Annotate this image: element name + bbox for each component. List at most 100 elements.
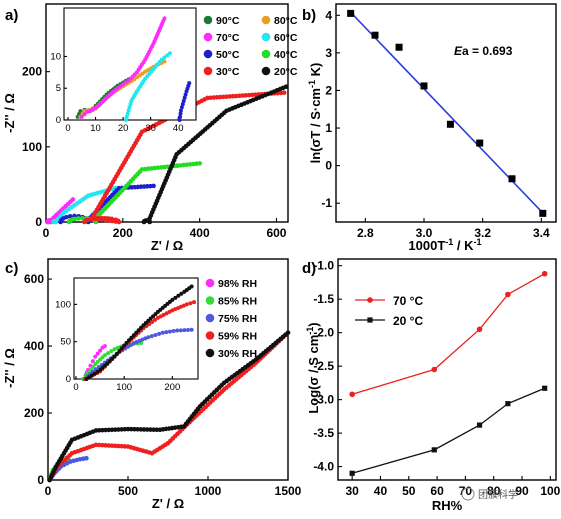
panel-a-inset-ticks: 0 10 20 30 40 0 5 10 <box>50 51 183 134</box>
panel-c-inset-point <box>167 329 172 334</box>
panel-b-point <box>539 209 547 217</box>
panel-a-point <box>281 90 287 96</box>
panel-c-point <box>125 426 131 432</box>
legend-label: 40°C <box>274 49 298 61</box>
legend-label: 20°C <box>274 66 298 78</box>
panel-d-xtick-label: 40 <box>374 484 388 498</box>
legend-marker <box>203 49 213 59</box>
panel-c-xlabel: Z' / Ω <box>152 496 184 511</box>
panel-d-point <box>505 401 511 407</box>
panel-a-inset-xtick-label: 0 <box>65 123 70 134</box>
panel-a-point <box>106 218 112 223</box>
panel-c-inset-point <box>109 349 114 354</box>
panel-b-ylabel: ln(σT / S·cm-1 K) <box>307 63 323 164</box>
panel-a-inset-point <box>165 53 170 58</box>
panel-d-point <box>505 291 511 298</box>
panel-d-point <box>476 422 483 428</box>
panel-c-inset-point <box>152 317 157 322</box>
panel-c-ytick-label: 0 <box>37 473 44 487</box>
panel-d-xlabel: RH% <box>432 498 463 513</box>
panel-c-xtick-label: 1500 <box>275 484 302 498</box>
panel-a-inset-ytick-label: 5 <box>56 83 61 94</box>
panel-c-inset-point <box>98 348 103 353</box>
panel-d-label: d) <box>302 260 316 277</box>
panel-c-inset-point <box>134 330 139 335</box>
panel-d-point <box>541 270 548 277</box>
legend-marker <box>205 296 215 305</box>
panel-d-ytick-label: -2.5 <box>313 359 334 373</box>
panel-a-ylabel: -Z'' / Ω <box>2 93 17 133</box>
legend-label: 70 °C <box>393 294 423 308</box>
wechat-icon <box>461 487 475 501</box>
panel-c-inset-point <box>160 330 165 335</box>
panel-c-inset-point <box>90 359 95 364</box>
panel-a-inset-xtick-label: 30 <box>145 123 156 134</box>
panel-a-inset-point <box>79 114 84 119</box>
panel-c-inset-point <box>157 331 162 336</box>
legend-marker <box>203 66 213 76</box>
panel-a-xtick-label: 600 <box>266 226 286 240</box>
legend-label: 30% RH <box>218 348 257 360</box>
legend-marker <box>261 32 271 42</box>
panel-d: d) 30 40 50 60 70 80 90 100 -4.0 -3.5 -3.0 -2.5 -2.0… <box>302 258 561 513</box>
panel-b-ticks: 2.8 3.0 3.2 3.4 -1 0 1 2 3 4 <box>321 8 550 240</box>
panel-a-inset-point <box>82 112 87 117</box>
watermark: 团簇科学 <box>461 487 518 501</box>
panel-d-point <box>476 326 483 333</box>
panel-b-point <box>508 175 516 183</box>
panel-c-xtick-label: 0 <box>45 484 52 498</box>
panel-c-frame <box>47 258 289 481</box>
panel-a-inset-point <box>127 105 132 110</box>
panel-a-point <box>76 216 81 221</box>
panel-b-label: b) <box>302 7 316 24</box>
panel-a-inset-point <box>125 111 130 116</box>
panel-d-ytick-label: -2.0 <box>313 326 334 340</box>
legend-marker <box>205 313 215 323</box>
panel-a-inset-xtick-label: 20 <box>118 123 129 134</box>
panel-d-xtick-label: 100 <box>540 484 560 498</box>
panel-c-inset-point <box>171 329 176 334</box>
panel-a-point <box>67 213 73 219</box>
panel-d-ytick-label: -1.5 <box>313 292 334 306</box>
panel-c-inset-series <box>81 284 196 381</box>
panel-a-inset-ytick-label: 0 <box>56 115 61 126</box>
panel-a-point <box>197 161 202 166</box>
panel-c-inset-point <box>170 297 175 302</box>
panel-d-xtick-label: 80 <box>487 484 501 498</box>
panel-b-xtick-label: 2.8 <box>357 226 374 240</box>
panel-d-ytick-label: -3.0 <box>313 393 334 407</box>
panel-a-inset-point <box>124 114 129 119</box>
panel-c-inset-point <box>119 346 124 351</box>
panel-c-inset-point <box>178 328 183 333</box>
panel-c-inset-point <box>149 334 154 339</box>
panel-a-inset-point <box>167 51 172 56</box>
legend-marker <box>203 32 213 42</box>
panel-c-inset-point <box>153 332 158 337</box>
panel-a-inset-series <box>75 16 192 122</box>
panel-b-annotation: Ea = 0.693 <box>454 44 513 58</box>
panel-b-ytick-label: 4 <box>325 8 332 22</box>
panel-c-inset-point <box>182 328 187 333</box>
panel-c-inset-point <box>102 344 107 349</box>
panel-a-xtick-label: 400 <box>190 226 210 240</box>
panel-a-inset-point <box>159 57 164 62</box>
panel-c-ytick-label: 400 <box>24 339 44 353</box>
legend-label: 30°C <box>216 66 240 78</box>
panel-a-inset-ytick-label: 10 <box>50 51 61 62</box>
panel-a-point <box>72 216 77 222</box>
panel-c-point <box>84 455 89 461</box>
panel-a-point <box>63 214 69 220</box>
panel-a-inset-xtick-label: 40 <box>173 123 184 134</box>
panel-b-annotation-value: a = 0.693 <box>462 44 513 58</box>
panel-d-ytick-label: -1.0 <box>313 259 334 273</box>
panel-c-inset-point <box>128 342 133 347</box>
panel-c-inset-point <box>115 345 120 350</box>
panel-a-inset-point <box>123 118 128 122</box>
panel-d-xtick-label: 90 <box>515 484 529 498</box>
legend-label: 70°C <box>216 32 240 44</box>
panel-a-inset-point <box>126 108 131 113</box>
panel-c-inset-point <box>99 362 104 367</box>
panel-d-xtick-label: 70 <box>459 484 473 498</box>
panel-a-point <box>103 217 108 223</box>
